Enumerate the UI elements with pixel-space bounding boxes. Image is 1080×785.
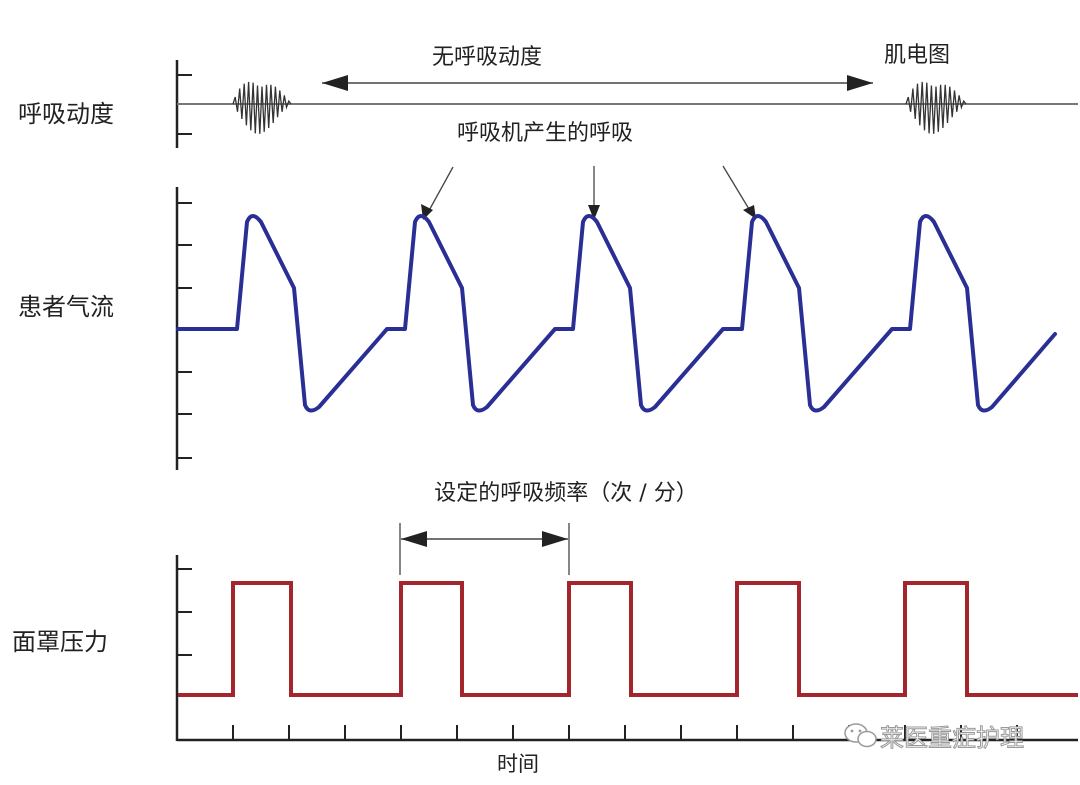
patient-flow-waveform <box>176 214 1057 413</box>
ventilator-breath-pointers <box>421 165 756 220</box>
wechat-icon <box>844 723 877 748</box>
pressure-axis <box>175 555 192 741</box>
row-label-mask: 面罩压力 <box>12 628 108 656</box>
no-effort-label: 无呼吸动度 <box>432 45 542 70</box>
time-axis-label: 时间 <box>497 752 539 776</box>
watermark-text: 莱医重症护理 <box>880 724 1024 752</box>
ventilator-breath-label: 呼吸机产生的呼吸 <box>457 121 633 146</box>
set-rate-arrow <box>399 523 570 575</box>
mask-pressure-waveform <box>178 581 1078 697</box>
emg-burst-2 <box>905 81 967 134</box>
set-rate-label: 设定的呼吸频率（次 / 分） <box>434 481 697 506</box>
no-effort-arrow <box>322 75 873 91</box>
row-label-flow: 患者气流 <box>18 293 114 321</box>
row-label-resp: 呼吸动度 <box>18 100 114 128</box>
emg-label: 肌电图 <box>884 43 950 68</box>
emg-burst-1 <box>232 81 292 134</box>
watermark: 莱医重症护理 <box>844 723 1025 753</box>
time-axis <box>177 725 1078 742</box>
